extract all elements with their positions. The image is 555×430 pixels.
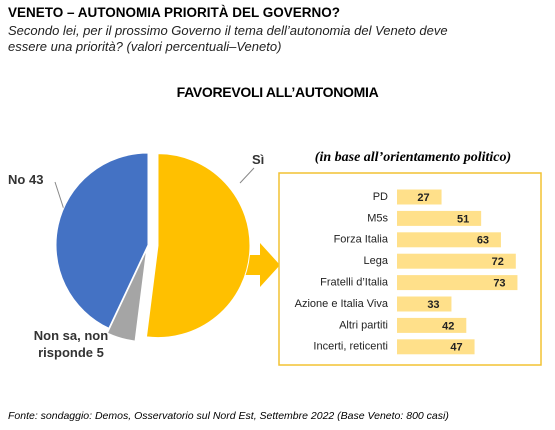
y-tick-label: Lega [364, 255, 389, 267]
value-label: 5 [96, 345, 104, 360]
data-label: 33 [427, 299, 439, 311]
data-label: 27 [417, 192, 429, 204]
bar [397, 210, 482, 226]
bar [397, 253, 516, 269]
bar [397, 296, 452, 312]
bar [397, 275, 518, 291]
data-label: 51 [457, 213, 469, 225]
y-tick-label: M5s [367, 212, 388, 224]
category-label: No [8, 172, 26, 187]
pie-label: Non sa, non risponde 5 [30, 327, 112, 361]
y-tick-label: Incerti, reticenti [313, 341, 388, 353]
page-title: VENETO – AUTONOMIA PRIORITÀ DEL GOVERNO? [8, 5, 341, 20]
pie-slice [55, 152, 149, 329]
data-label: 73 [493, 278, 505, 290]
y-tick-label: Azione e Italia Viva [295, 298, 389, 310]
pie-label: No 43 [8, 172, 43, 187]
y-tick-label: PD [373, 191, 388, 203]
bar [397, 339, 475, 355]
data-label: 47 [450, 342, 462, 354]
chart-title: FAVOREVOLI ALL’AUTONOMIA [176, 84, 379, 100]
y-tick-label: Forza Italia [334, 234, 389, 246]
bar [397, 317, 467, 333]
pie-label: Sì [252, 152, 265, 167]
leader-line [239, 167, 255, 184]
bar-panel [278, 172, 542, 366]
value-label: 43 [28, 172, 44, 187]
y-tick-label: Altri partiti [339, 319, 388, 331]
pie-slice [106, 249, 148, 342]
arrow [245, 243, 280, 287]
source-note: Fonte: sondaggio: Demos, Osservatorio su… [8, 410, 449, 422]
bar [397, 232, 501, 248]
category-label: Non sa, non risponde [33, 328, 109, 360]
data-label: 42 [442, 320, 454, 332]
pie-slice [145, 153, 251, 339]
data-label: 63 [477, 235, 489, 247]
data-label: 72 [492, 256, 504, 268]
y-tick-label: Fratelli d’Italia [320, 277, 389, 289]
bar-subtitle: (in base all’orientamento politico) [314, 150, 512, 165]
page-subtitle: Secondo lei, per il prossimo Governo il … [8, 23, 448, 54]
bar [397, 189, 442, 205]
